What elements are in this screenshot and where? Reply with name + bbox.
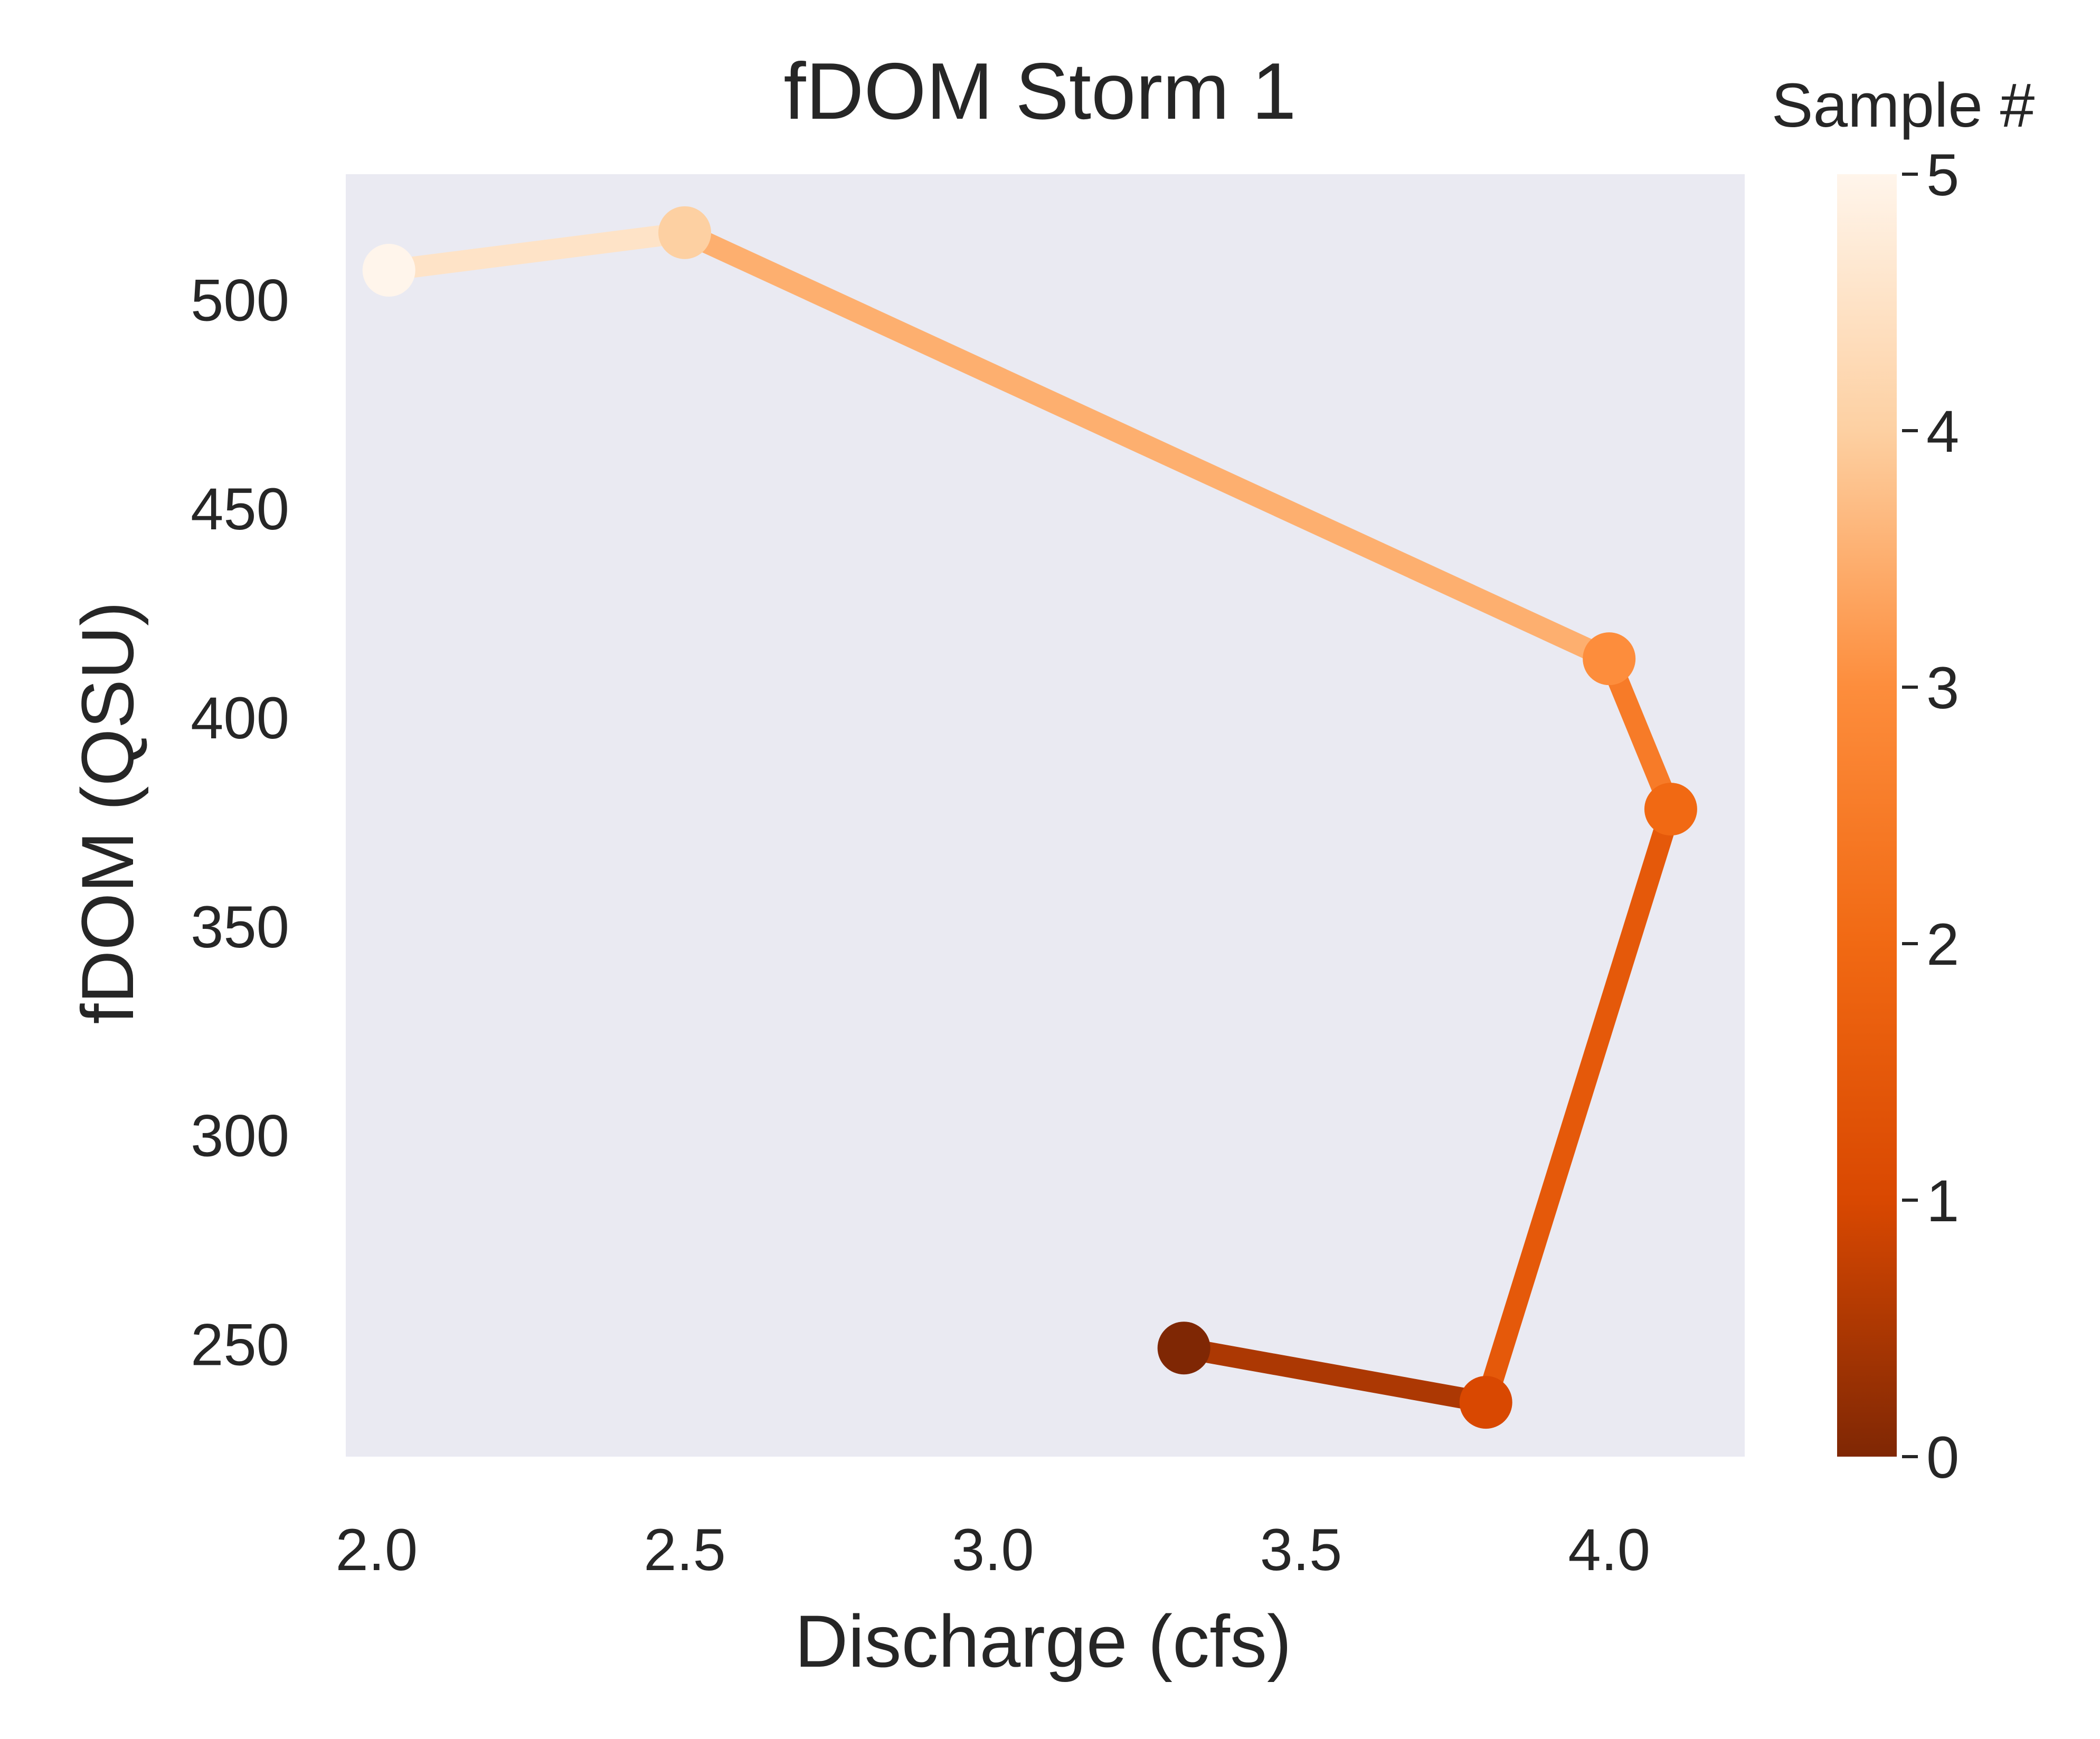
y-axis-ticks: 250 300 350 400 450 500: [191, 267, 289, 1377]
colorbar-tick-label: 3: [1926, 655, 1959, 721]
y-axis-label: fDOM (QSU): [66, 601, 149, 1024]
chart-title: fDOM Storm 1: [783, 46, 1296, 136]
y-tick-label: 250: [191, 1312, 289, 1377]
series-lines: [387, 222, 1681, 1413]
series-points: [362, 206, 1697, 1429]
series-segment: [1475, 806, 1681, 1406]
series-segment: [1182, 1337, 1488, 1413]
y-tick-label: 500: [191, 267, 289, 333]
x-axis-ticks: 2.0 2.5 3.0 3.5 4.0: [336, 1517, 1651, 1583]
x-tick-label: 3.5: [1260, 1517, 1342, 1583]
y-tick-label: 400: [191, 685, 289, 751]
colorbar-tick-label: 4: [1926, 398, 1959, 464]
y-tick-label: 450: [191, 476, 289, 542]
y-tick-label: 350: [191, 894, 289, 960]
colorbar-tick-label: 0: [1926, 1424, 1959, 1490]
colorbar-ticks: 0 1 2 3 4 5: [1902, 142, 1959, 1490]
x-tick-label: 2.0: [336, 1517, 418, 1583]
series-segment: [680, 223, 1614, 669]
x-axis-label: Discharge (cfs): [794, 1600, 1291, 1683]
colorbar-tick-label: 2: [1926, 911, 1959, 977]
data-point: [362, 244, 415, 297]
series-segment: [1599, 654, 1681, 813]
series-segment: [387, 222, 686, 281]
data-point: [1157, 1322, 1210, 1375]
colorbar: [1837, 174, 1897, 1457]
colorbar-label: Sample #: [1772, 71, 2035, 140]
data-point: [658, 206, 712, 259]
y-tick-label: 300: [191, 1103, 289, 1169]
colorbar-tick-label: 5: [1926, 142, 1959, 208]
colorbar-tick-label: 1: [1926, 1168, 1959, 1234]
data-point: [1583, 632, 1636, 686]
x-tick-label: 3.0: [952, 1517, 1034, 1583]
data-point: [1459, 1376, 1512, 1429]
x-tick-label: 4.0: [1568, 1517, 1650, 1583]
x-tick-label: 2.5: [644, 1517, 726, 1583]
data-point: [1644, 783, 1697, 836]
